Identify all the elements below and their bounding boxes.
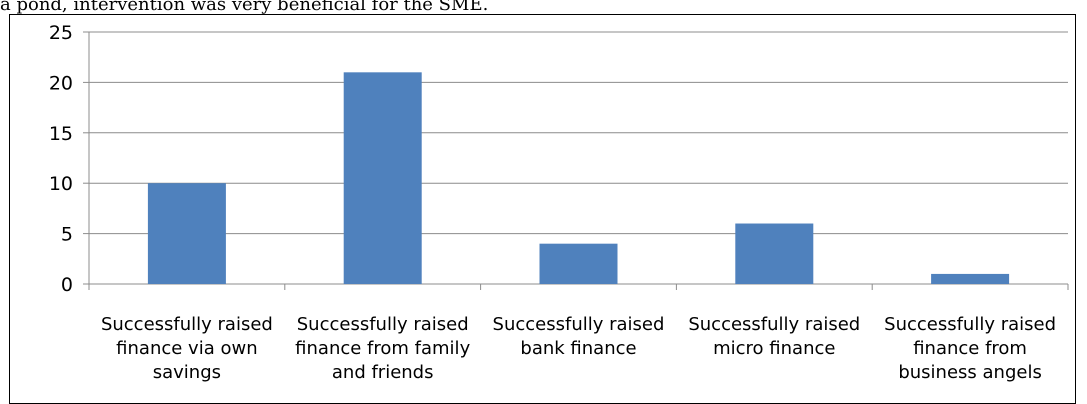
y-tick-label: 15	[49, 123, 73, 145]
x-category-label-line: Successfully raised	[297, 314, 469, 335]
bar	[147, 183, 226, 284]
x-category-label: Successfully raised finance via own saving…	[101, 314, 273, 383]
bar	[735, 223, 814, 284]
x-category-label-line: bank finance	[520, 338, 636, 359]
page-text-fragment: a pond, intervention was very beneficial…	[0, 0, 489, 15]
x-category-label-line: Successfully raised	[101, 314, 273, 335]
x-category-label: Successfully raised finance from business …	[884, 314, 1056, 383]
bar	[931, 273, 1010, 284]
bar	[539, 243, 618, 284]
bar	[343, 72, 422, 284]
x-category-label: Successfully raised micro finance	[688, 314, 860, 359]
y-tick-label: 10	[49, 173, 73, 195]
x-category-label-line: savings	[153, 362, 221, 383]
bar-chart: 0 5 10 15 20 25 Successfully raised finance via…	[49, 22, 1069, 383]
x-category-label-line: finance from family	[295, 338, 470, 359]
x-category-label-line: micro finance	[713, 338, 835, 359]
x-category-label: Successfully raised bank finance	[493, 314, 665, 359]
y-tick-label: 20	[49, 72, 73, 94]
x-category-label-line: and friends	[332, 362, 434, 383]
x-category-label-line: Successfully raised	[884, 314, 1056, 335]
x-category-label-line: finance from	[913, 338, 1027, 359]
y-tick-label: 5	[61, 224, 73, 246]
x-category-label-line: business angels	[898, 362, 1042, 383]
x-category-label-line: Successfully raised	[493, 314, 665, 335]
y-tick-label: 0	[61, 274, 73, 296]
x-category-label: Successfully raised finance from family an…	[295, 314, 470, 383]
x-category-label-line: finance via own	[116, 338, 257, 359]
y-tick-label: 25	[49, 22, 73, 44]
x-category-label-line: Successfully raised	[688, 314, 860, 335]
